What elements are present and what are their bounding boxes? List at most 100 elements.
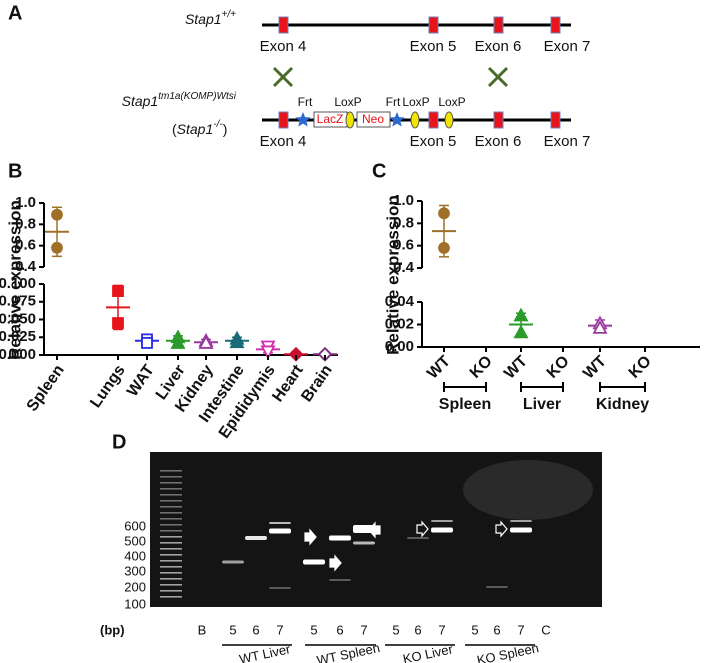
gel-band xyxy=(353,541,375,545)
x-tick-label: WT xyxy=(580,353,610,383)
band-arrow xyxy=(495,520,508,538)
data-point xyxy=(317,347,333,362)
exon-label: Exon 6 xyxy=(475,133,522,150)
lane-label: 7 xyxy=(517,622,524,637)
ladder-band xyxy=(160,512,182,514)
ladder-band xyxy=(160,518,182,520)
ladder-band xyxy=(160,566,182,568)
superscript: tm1a(KOMP)Wtsi xyxy=(158,91,237,102)
y-tick-label: 1.0 xyxy=(393,192,414,209)
y-axis-label: Relative expression xyxy=(383,195,402,355)
group-label: KO Spleen xyxy=(475,640,540,663)
element-label: LoxP xyxy=(402,95,429,109)
gel-band xyxy=(269,528,291,534)
lane-label: 6 xyxy=(336,622,343,637)
gel-band xyxy=(329,535,351,541)
gel-band xyxy=(269,587,291,589)
deletion-cross xyxy=(272,66,509,88)
gel-band xyxy=(269,522,291,524)
ladder-label: 300 xyxy=(124,563,146,578)
gel-band xyxy=(303,559,325,565)
panel-label: B xyxy=(8,160,22,182)
ladder-band xyxy=(160,524,182,526)
lane-label: 5 xyxy=(471,622,478,637)
data-point xyxy=(112,317,124,329)
y-axis-label: Relative expression xyxy=(5,200,24,360)
exons xyxy=(278,16,561,34)
ladder-band xyxy=(160,488,182,490)
y-tick-label: 0.075 xyxy=(0,293,36,310)
data-point xyxy=(513,307,529,322)
gene: Stap1 xyxy=(185,11,222,27)
exon-label: Exon 4 xyxy=(260,133,307,150)
lane-label: 6 xyxy=(493,622,500,637)
frt-sites xyxy=(295,112,405,127)
element-label: LoxP xyxy=(334,95,361,109)
lane-label: 7 xyxy=(438,622,445,637)
x-tick-label: WT xyxy=(501,353,531,383)
y-tick-label: 0.4 xyxy=(15,258,37,275)
band-arrow xyxy=(416,520,429,538)
data-point xyxy=(288,347,304,362)
band-arrow xyxy=(329,554,342,572)
exon-label: Exon 6 xyxy=(475,38,522,55)
data-point xyxy=(170,335,186,349)
group-label: Spleen xyxy=(439,396,491,413)
element-label: Frt xyxy=(298,95,313,109)
cassette-label: Neo xyxy=(362,112,384,126)
ladder-band xyxy=(160,560,182,562)
group-label: WT Spleen xyxy=(315,640,381,663)
ladder-band xyxy=(160,536,182,538)
ladder-band xyxy=(160,554,182,556)
ladder-label: 100 xyxy=(124,596,146,611)
y-tick-label: 0.4 xyxy=(393,259,415,276)
genotype-label: Stap1tm1a(KOMP)Wtsi xyxy=(122,91,237,109)
cassette-label: LacZ xyxy=(317,112,344,126)
data-point xyxy=(438,207,450,220)
superscript: +/+ xyxy=(222,9,237,20)
x-tick-label: WT xyxy=(424,353,454,383)
y-tick-label: 0.8 xyxy=(15,215,36,232)
ladder-label: 500 xyxy=(124,533,146,548)
gene: Stap1 xyxy=(122,93,159,109)
data-point xyxy=(592,319,608,334)
y-tick-label: 0.02 xyxy=(385,315,414,332)
exons xyxy=(278,111,561,129)
band-arrow xyxy=(304,528,317,546)
exon-label: Exon 7 xyxy=(544,133,591,150)
ladder-band xyxy=(160,542,182,544)
ladder-band xyxy=(160,470,182,472)
lane-label: 5 xyxy=(229,622,236,637)
lane-label: 7 xyxy=(360,622,367,637)
y-tick-label: 0.025 xyxy=(0,328,36,345)
gel-bands xyxy=(160,470,532,598)
data-point xyxy=(112,285,124,298)
gel-band xyxy=(245,536,267,540)
data-point xyxy=(229,334,245,349)
ladder-band xyxy=(160,572,182,574)
ladder-label: 600 xyxy=(124,518,146,533)
gel-band xyxy=(329,579,351,581)
ladder-label: 400 xyxy=(124,548,146,563)
data-point xyxy=(438,241,450,254)
unit-label: (bp) xyxy=(100,622,125,637)
gel-smear xyxy=(463,460,593,520)
y-tick-label: 0.04 xyxy=(385,293,415,310)
ladder-band xyxy=(160,530,182,532)
loxp-sites xyxy=(345,111,454,129)
ladder-band xyxy=(160,584,182,586)
ladder-band xyxy=(160,590,182,592)
y-tick-label: 0.8 xyxy=(393,214,414,231)
ladder-label: 200 xyxy=(124,579,146,594)
gel-band xyxy=(510,520,532,522)
x-tick-label: Lungs xyxy=(87,362,129,411)
paren: ) xyxy=(223,121,228,137)
data-point xyxy=(141,337,153,349)
group-label: Liver xyxy=(523,396,561,413)
ladder-band xyxy=(160,500,182,502)
genotype-label: Stap1+/+ xyxy=(185,9,236,27)
lane-label: C xyxy=(541,622,550,637)
gel-band xyxy=(486,586,508,588)
element-label: LoxP xyxy=(438,95,465,109)
data-point xyxy=(260,345,276,360)
